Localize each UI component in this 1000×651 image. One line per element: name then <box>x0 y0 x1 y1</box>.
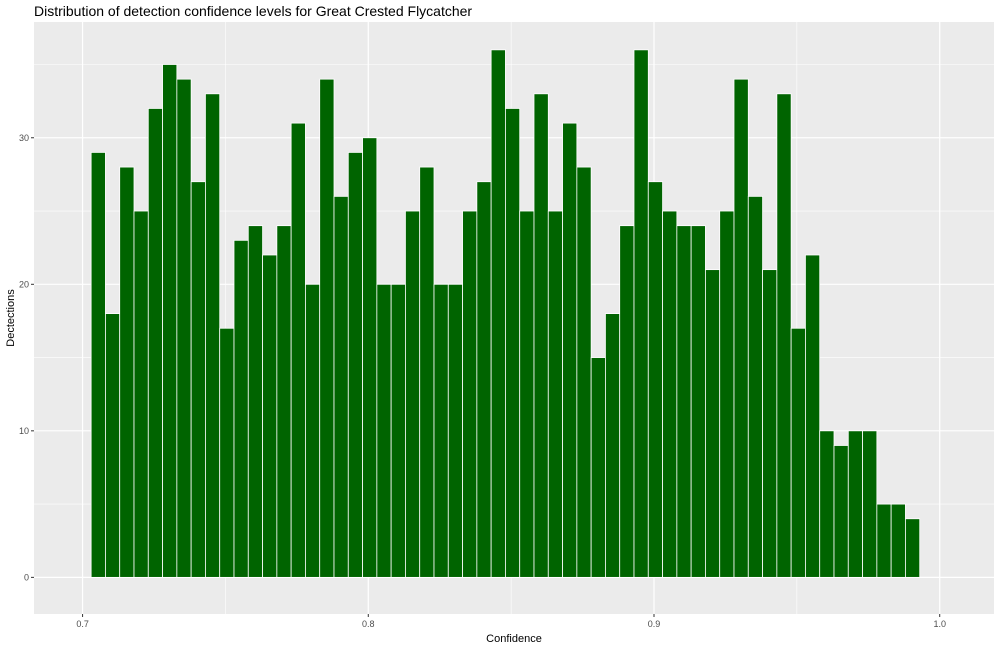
histogram-bar <box>576 166 592 578</box>
histogram-bar <box>505 108 521 578</box>
y-tick-label: 0 <box>24 572 29 582</box>
x-tick-label: 0.9 <box>648 619 661 629</box>
histogram-bar <box>890 503 906 578</box>
y-tick-label: 10 <box>19 426 29 436</box>
histogram-bar <box>390 283 406 578</box>
histogram-bar <box>119 166 135 578</box>
histogram-bar <box>690 225 706 578</box>
histogram-bar <box>376 283 392 578</box>
histogram-bar <box>205 93 221 578</box>
histogram-bar <box>562 122 578 578</box>
histogram-bar <box>262 254 278 578</box>
histogram-bar <box>733 78 749 578</box>
histogram-bar <box>233 239 249 578</box>
histogram-bar <box>319 78 335 578</box>
histogram-bar <box>405 210 421 578</box>
histogram-bar <box>805 254 821 578</box>
x-tick-label: 1.0 <box>933 619 946 629</box>
y-axis-label: Dectections <box>5 289 17 347</box>
histogram-bar <box>676 225 692 578</box>
histogram-bar <box>447 283 463 578</box>
histogram-bar <box>605 313 621 578</box>
histogram-bar <box>590 357 606 578</box>
x-axis-ticks: 0.7 0.8 0.9 1.0 <box>76 614 946 629</box>
histogram-bar <box>833 445 849 578</box>
y-axis-ticks: 0 10 20 30 <box>19 133 34 582</box>
histogram-bar <box>847 430 863 578</box>
histogram-bar <box>90 152 106 578</box>
histogram-bar <box>190 181 206 578</box>
histogram-bar <box>519 210 535 578</box>
histogram-bar <box>419 166 435 578</box>
histogram-bar <box>462 210 478 578</box>
bars <box>90 49 921 578</box>
histogram-bar <box>647 181 663 578</box>
histogram-bar <box>176 78 192 578</box>
histogram-bar <box>147 108 163 578</box>
histogram-bar <box>862 430 878 578</box>
histogram-bar <box>662 210 678 578</box>
chart-title: Distribution of detection confidence lev… <box>34 3 472 19</box>
histogram-bar <box>533 93 549 578</box>
histogram-bar <box>705 269 721 578</box>
histogram-bar <box>362 137 378 578</box>
histogram-bar <box>433 283 449 578</box>
x-axis-label: Confidence <box>486 633 542 645</box>
histogram-bar <box>290 122 306 578</box>
histogram-bar <box>247 225 263 578</box>
histogram-bar <box>476 181 492 578</box>
x-tick-label: 0.8 <box>362 619 375 629</box>
histogram-bar <box>819 430 835 578</box>
histogram-bar <box>305 283 321 578</box>
histogram-bar <box>876 503 892 578</box>
histogram-bar <box>162 64 178 578</box>
histogram-bar <box>490 49 506 578</box>
histogram-bar <box>905 518 921 578</box>
histogram-bar <box>105 313 121 578</box>
histogram-bar <box>276 225 292 578</box>
histogram-bar <box>747 195 763 578</box>
histogram-bar <box>762 269 778 578</box>
x-tick-label: 0.7 <box>76 619 89 629</box>
histogram-bar <box>219 327 235 578</box>
histogram-bar <box>619 225 635 578</box>
histogram-bar <box>719 210 735 578</box>
histogram-bar <box>547 210 563 578</box>
histogram-bar <box>347 152 363 578</box>
histogram-bar <box>333 195 349 578</box>
histogram-bar <box>133 210 149 578</box>
y-tick-label: 20 <box>19 279 29 289</box>
y-tick-label: 30 <box>19 133 29 143</box>
histogram-bar <box>633 49 649 578</box>
histogram-bar <box>790 327 806 578</box>
histogram-bar <box>776 93 792 578</box>
